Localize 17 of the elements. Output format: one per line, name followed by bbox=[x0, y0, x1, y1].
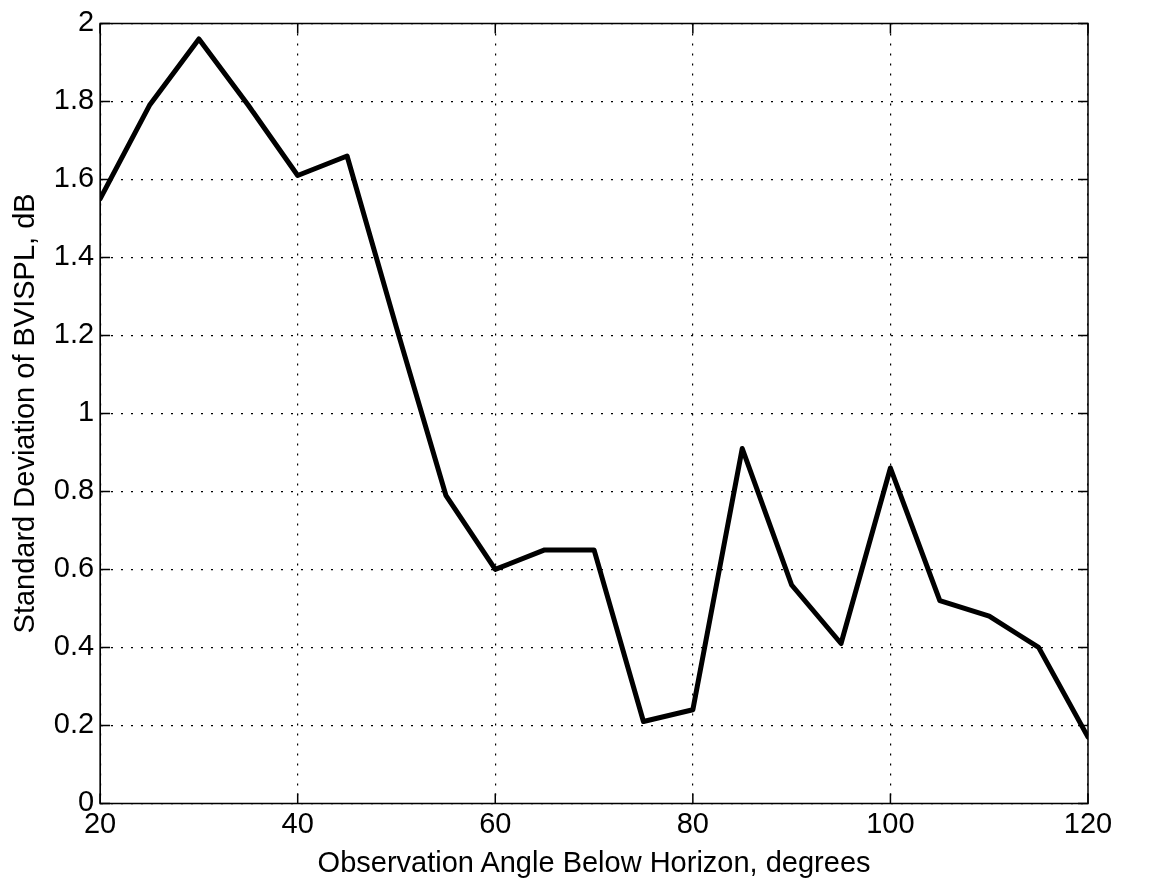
y-tick-label: 1.4 bbox=[53, 239, 95, 272]
y-tick-label: 1.2 bbox=[53, 317, 95, 350]
x-tick-label: 40 bbox=[281, 806, 314, 839]
x-tick-label: 60 bbox=[479, 806, 512, 839]
x-tick-label: 100 bbox=[866, 806, 915, 839]
y-tick-label: 2 bbox=[77, 5, 95, 38]
y-tick-label: 1.8 bbox=[53, 83, 95, 116]
x-axis-title: Observation Angle Below Horizon, degrees bbox=[317, 845, 871, 878]
y-axis-title: Standard Deviation of BVISPL, dB bbox=[8, 193, 41, 634]
y-tick-label: 1 bbox=[77, 395, 95, 428]
y-tick-label: 1.6 bbox=[53, 161, 95, 194]
x-tick-label: 120 bbox=[1063, 806, 1113, 839]
y-tick-label: 0.8 bbox=[53, 473, 95, 506]
y-tick-label: 0.2 bbox=[53, 707, 95, 740]
y-tick-label: 0.4 bbox=[53, 629, 95, 662]
y-tick-label: 0.6 bbox=[53, 551, 95, 584]
x-tick-label: 80 bbox=[676, 806, 709, 839]
